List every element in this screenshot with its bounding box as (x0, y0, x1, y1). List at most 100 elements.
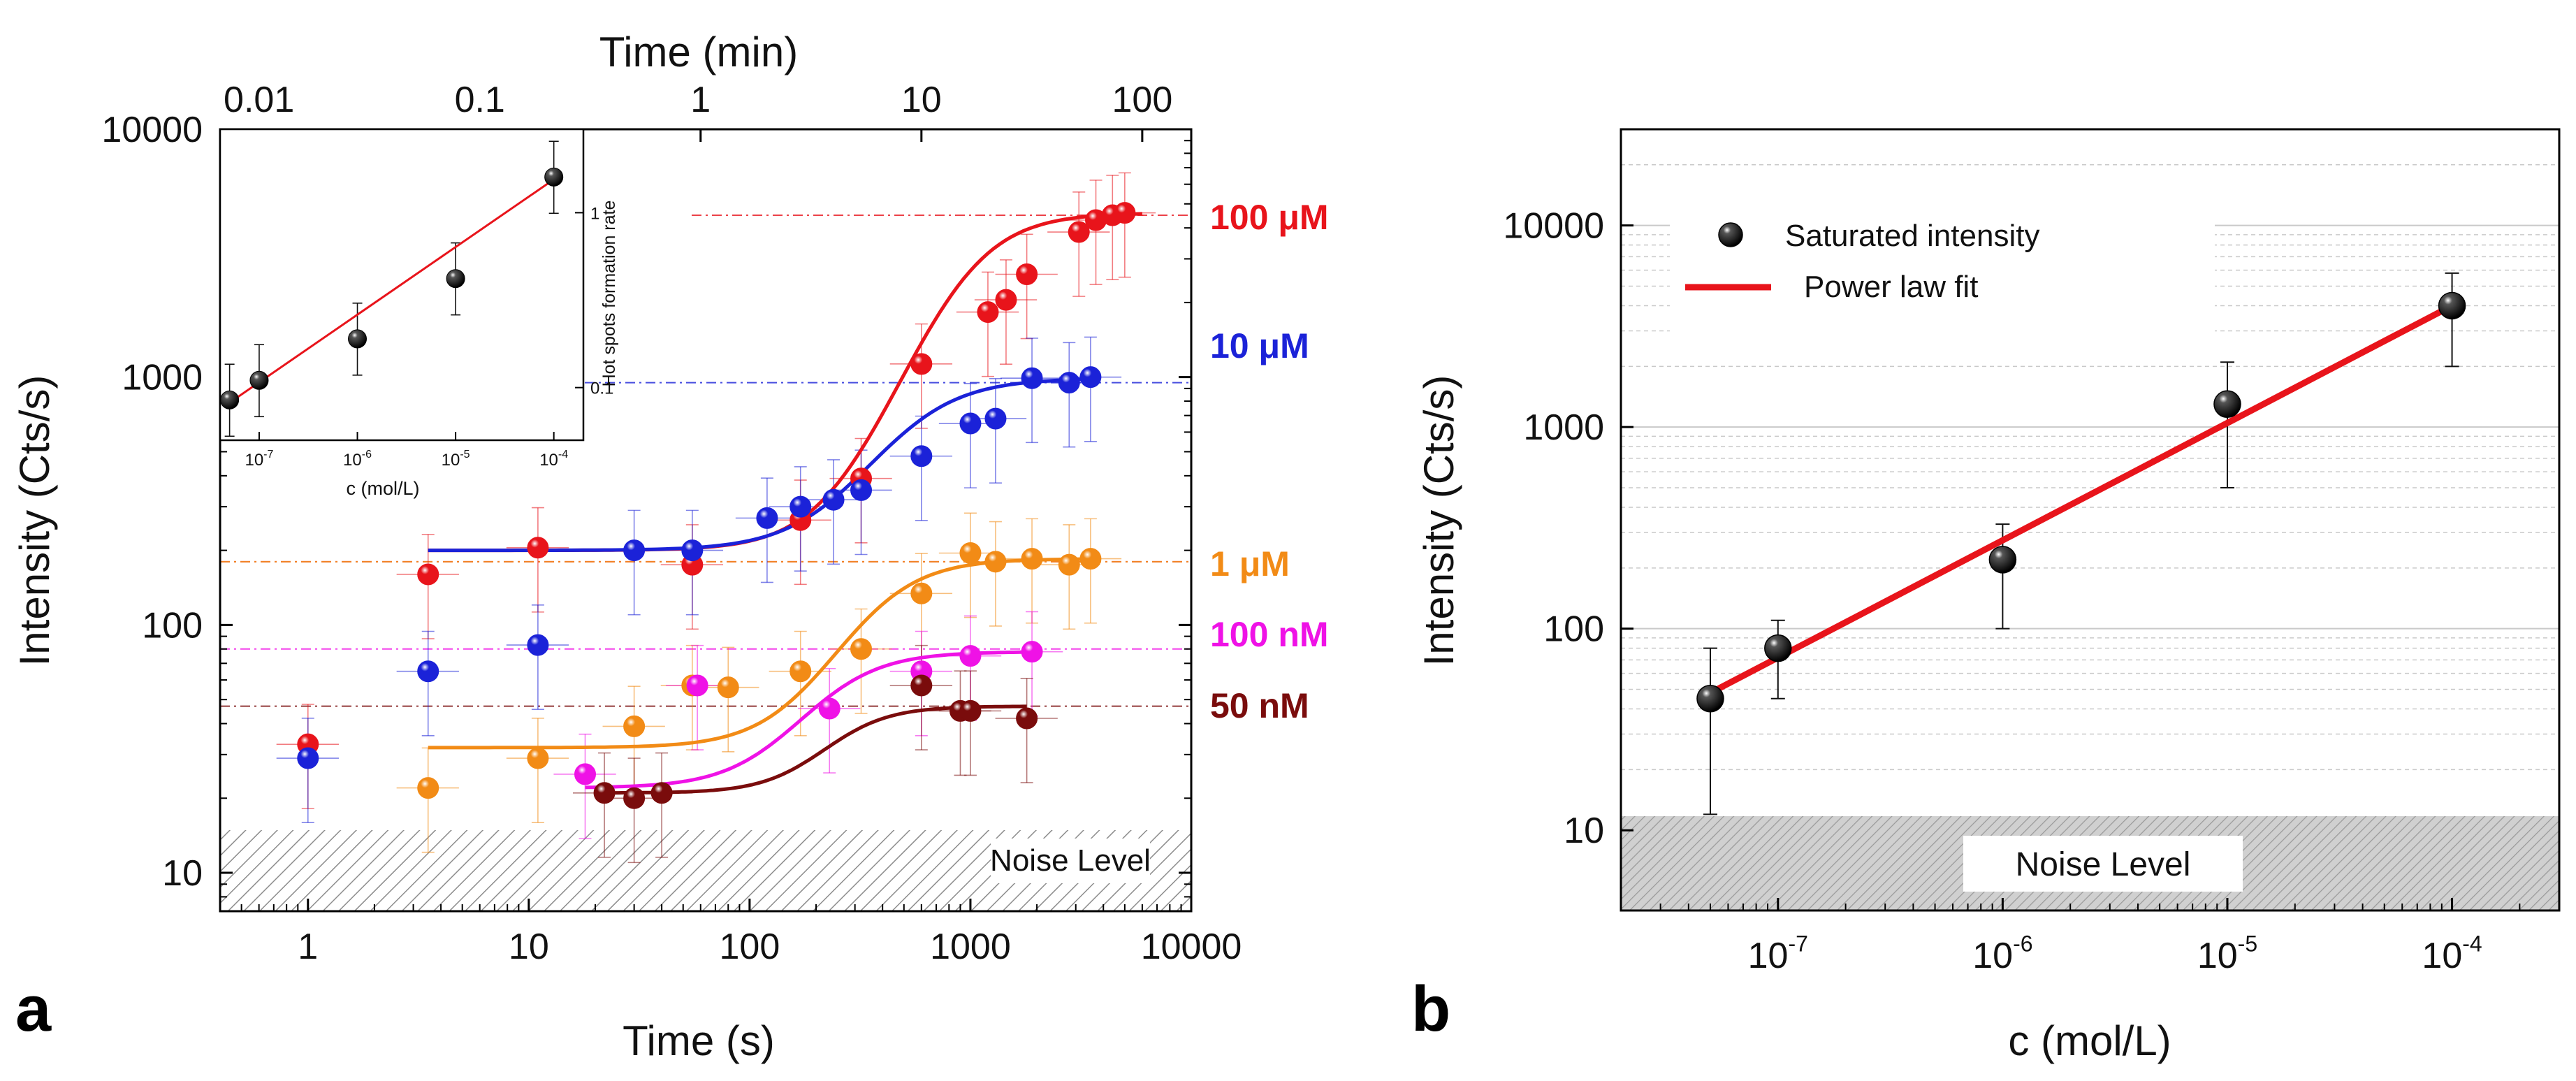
data-point (717, 676, 739, 699)
data-point (984, 551, 1007, 573)
data-point (910, 674, 933, 697)
panel-a-noise-label: Noise Level (990, 843, 1151, 878)
panel-b-axes: 10-7 10-6 10-5 10-4 10 100 1000 10000 (1503, 206, 2521, 976)
data-point (1021, 367, 1043, 389)
x-tick-label: 10-7 (1748, 931, 1808, 976)
series-label-2: 1 μM (1210, 544, 1290, 583)
x2-tick-label: 0.1 (455, 80, 505, 120)
data-point (789, 660, 812, 683)
x2-tick-label: 100 (1112, 80, 1173, 120)
panel-a-data-points (297, 202, 1136, 809)
inset-data-point (220, 390, 240, 409)
y-tick-label: 10000 (101, 110, 203, 150)
y-tick-label: 10000 (1503, 206, 1604, 247)
panel-b-noise-label: Noise Level (2016, 846, 2191, 883)
data-point (574, 763, 597, 785)
data-point (959, 645, 982, 667)
series-label-3: 100 nM (1210, 615, 1329, 654)
data-point (1016, 263, 1038, 286)
data-point (789, 495, 812, 518)
panel-a-y-label: Intensity (Cts/s) (11, 375, 58, 667)
data-point (686, 674, 708, 697)
panel-b-letter: b (1411, 973, 1450, 1045)
panel-b-y-label: Intensity (Cts/s) (1416, 375, 1462, 667)
data-point (1016, 707, 1038, 730)
data-point (1988, 546, 2017, 574)
data-point (1021, 641, 1043, 663)
inset-x-tick-label: 10-4 (539, 449, 568, 470)
data-point (1696, 684, 1724, 713)
panel-a-inset: 10-7 10-6 10-5 10-4 0.1 1 c (mol/L) Hot spots… (219, 128, 619, 499)
data-point (959, 542, 982, 565)
inset-x-label: c (mol/L) (346, 478, 419, 499)
data-point (681, 539, 704, 562)
panel-a-x-label: Time (s) (623, 1017, 775, 1064)
panel-b-legend: Saturated intensity Power law fit (1685, 219, 2039, 304)
panel-a-series-labels: 100 μM 10 μM 1 μM 100 nM 50 nM (1210, 198, 1329, 725)
y-tick-label: 100 (1543, 609, 1604, 650)
data-point (650, 782, 673, 804)
panel-b-fit-line (1708, 303, 2454, 696)
panel-b-legend-background (1670, 199, 2215, 339)
inset-x-tick-label: 10-7 (245, 449, 273, 470)
inset-data-points (220, 167, 564, 409)
inset-fit-line (228, 178, 555, 404)
inset-data-point (446, 269, 465, 289)
inset-y-label: Hot spots formation rate (599, 201, 619, 387)
data-point (818, 697, 841, 720)
y-tick-label: 1000 (1523, 407, 1604, 448)
inset-data-point (544, 167, 564, 187)
x2-tick-label: 0.01 (224, 80, 294, 120)
data-point (1058, 372, 1080, 394)
data-point (910, 582, 933, 604)
panel-b-noise-label-box (1963, 836, 2243, 892)
panel-a-axes: 1 10 100 1000 10000 10 100 1000 10000 0.01 0.1 1 10 1… (101, 80, 1242, 967)
inset-data-point (249, 370, 269, 390)
data-point (1079, 548, 1102, 570)
panel-a-x2-label: Time (min) (599, 29, 798, 75)
panel-a-noise-label-box (991, 839, 1150, 883)
x-tick-label: 1000 (930, 927, 1011, 967)
data-point (910, 353, 933, 375)
inset-data-point (348, 329, 368, 349)
inset-y-tick-label: 0.1 (590, 379, 613, 398)
series-label-1: 10 μM (1210, 326, 1309, 365)
x-tick-label: 10-6 (1972, 931, 2032, 976)
panel-a-plot-frame (219, 128, 1193, 913)
x-tick-label: 100 (720, 927, 780, 967)
panel-a: Noise Level 1 10 100 1000 100001010010001000… (11, 29, 1329, 1064)
y-tick-label: 100 (142, 605, 203, 646)
legend-marker-saturated (1718, 222, 1743, 247)
data-point (417, 777, 439, 799)
inset-y-tick-label: 1 (590, 204, 599, 223)
panel-a-letter: a (15, 973, 52, 1045)
panel-b-plot-frame (1620, 128, 2561, 912)
data-point (1021, 548, 1043, 570)
panel-b-x-label: c (mol/L) (2008, 1017, 2171, 1064)
y-tick-label: 10 (1564, 811, 1604, 851)
data-point (756, 507, 778, 529)
data-point (2213, 390, 2241, 419)
data-point (959, 699, 982, 722)
data-point (850, 638, 873, 660)
data-point (527, 537, 549, 559)
data-point (417, 660, 439, 683)
inset-fit-line (228, 178, 555, 404)
data-point (995, 289, 1017, 311)
series-label-0: 100 μM (1210, 198, 1329, 237)
data-point (593, 782, 616, 804)
legend-label-fit: Power law fit (1804, 270, 1978, 304)
data-point (623, 787, 646, 809)
x-tick-label: 10-4 (2422, 931, 2482, 976)
y-tick-label: 10 (162, 853, 203, 894)
x2-tick-label: 10 (901, 80, 942, 120)
data-point (1058, 553, 1080, 576)
x-tick-label: 1 (298, 927, 318, 967)
x-tick-label: 10-5 (2197, 931, 2257, 976)
y-tick-label: 1000 (122, 358, 203, 398)
data-point (984, 407, 1007, 430)
x-tick-label: 10000 (1141, 927, 1242, 967)
data-point (977, 301, 999, 324)
data-point (527, 634, 549, 656)
